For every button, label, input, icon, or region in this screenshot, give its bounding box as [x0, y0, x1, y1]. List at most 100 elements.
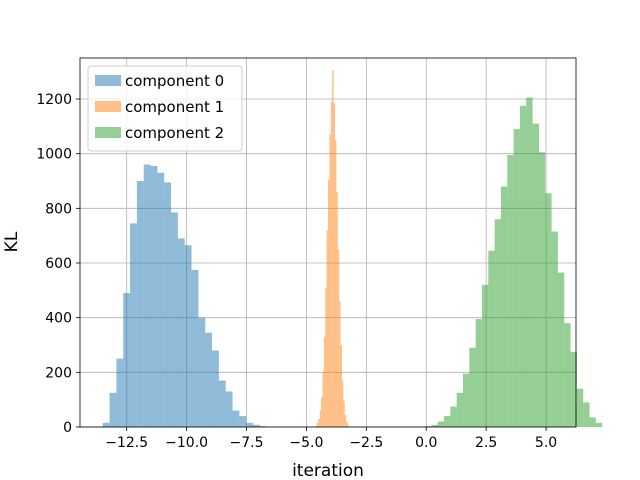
- histogram-bar-component-2: [494, 219, 501, 427]
- histogram-bar-component-2: [437, 421, 445, 427]
- y-tick-label: 1000: [36, 147, 72, 163]
- histogram-bar-component-1: [319, 410, 322, 427]
- histogram-bar-component-1: [341, 380, 344, 427]
- histogram-bar-component-2: [589, 417, 596, 427]
- histogram-bar-component-1: [325, 287, 327, 427]
- histogram-bar-component-0: [191, 269, 199, 427]
- histogram-bar-component-0: [130, 223, 137, 427]
- histogram-bar-component-1: [315, 425, 317, 427]
- y-tick-label: 400: [45, 311, 72, 327]
- legend-box: [87, 65, 243, 152]
- histogram-bar-component-1: [316, 422, 319, 427]
- histogram-bar-component-2: [532, 123, 539, 427]
- histogram-bar-component-1: [318, 418, 320, 427]
- legend-swatch: [95, 127, 121, 138]
- histogram-bar-component-2: [462, 373, 470, 427]
- histogram-bar-component-2: [481, 284, 489, 427]
- histogram-bar-component-0: [150, 165, 158, 427]
- x-tick-label: −2.5: [349, 435, 383, 451]
- histogram-bar-component-2: [519, 105, 527, 427]
- histogram-bar-component-2: [450, 406, 457, 427]
- histogram-bar-component-0: [177, 238, 185, 427]
- histogram-bar-component-1: [347, 424, 349, 427]
- legend-label: component 2: [125, 124, 224, 142]
- histogram-bar-component-2: [551, 231, 558, 427]
- histogram-bar-component-2: [595, 422, 603, 427]
- histogram-bar-component-1: [328, 179, 330, 427]
- histogram-bar-component-0: [253, 424, 260, 427]
- histogram-bar-component-1: [332, 70, 334, 428]
- histogram-bar-component-2: [557, 272, 565, 427]
- histogram-bar-component-2: [488, 250, 495, 427]
- x-tick-label: 0.0: [415, 435, 437, 451]
- histogram-bar-component-1: [333, 103, 335, 427]
- histogram-bar-component-2: [538, 152, 546, 428]
- histogram-bar-component-0: [225, 391, 233, 427]
- histogram-bar-component-2: [431, 424, 438, 427]
- histogram-bar-component-0: [212, 350, 219, 427]
- axes-layer: −12.5 −10.0 −7.5 −5.0 −2.5 0.0 2.5 5.0 0 200 400 60…: [36, 57, 577, 451]
- x-axis-label: iteration: [292, 461, 364, 480]
- histogram-bar-component-0: [218, 380, 226, 427]
- y-tick-label: 800: [45, 201, 72, 217]
- histogram-bar-component-2: [475, 319, 482, 427]
- histogram-bar-component-2: [583, 402, 590, 427]
- histogram-bar-component-1: [322, 372, 324, 427]
- histogram-bar-component-1: [346, 421, 348, 427]
- histogram-bar-component-1: [326, 230, 329, 427]
- y-tick-label: 1200: [36, 92, 72, 108]
- x-tick-label: 2.5: [475, 435, 497, 451]
- histogram-bar-component-0: [246, 422, 254, 427]
- histogram-bar-component-2: [513, 129, 520, 428]
- legend-swatch: [95, 75, 121, 86]
- histogram-bar-component-1: [330, 101, 333, 427]
- legend-swatch: [95, 101, 121, 112]
- histogram-bar-component-1: [339, 301, 341, 427]
- histogram-bar-component-2: [576, 388, 584, 427]
- histogram-bar-component-1: [340, 345, 342, 427]
- histogram-bar-component-1: [321, 396, 323, 427]
- histogram-bar-component-0: [198, 317, 206, 427]
- bars-layer: [102, 70, 603, 428]
- histogram-bar-component-1: [336, 191, 338, 427]
- histogram-bar-component-0: [232, 410, 240, 427]
- histogram-bar-component-0: [136, 181, 144, 427]
- legend-label: component 0: [125, 72, 224, 90]
- histogram-bar-component-0: [102, 422, 110, 427]
- histogram-bar-component-0: [205, 332, 213, 427]
- histogram-bar-component-2: [444, 416, 451, 427]
- histogram-bar-component-1: [344, 414, 347, 427]
- histogram-bar-component-0: [116, 358, 124, 427]
- histogram-bar-component-1: [337, 249, 340, 427]
- histogram-bar-component-0: [143, 164, 151, 427]
- y-tick-label: 600: [45, 256, 72, 272]
- histogram-bar-component-1: [334, 140, 337, 427]
- x-tick-label: −7.5: [230, 435, 264, 451]
- histogram-bar-component-2: [469, 347, 476, 427]
- histogram-bar-component-1: [329, 134, 331, 428]
- histogram-bar-component-0: [164, 182, 172, 427]
- histogram-bar-component-2: [425, 426, 432, 427]
- histogram-bar-component-0: [157, 172, 165, 427]
- legend: component 0 component 1 component 2: [87, 65, 243, 152]
- histogram-bar-component-2: [570, 351, 577, 427]
- y-tick-label: 0: [63, 420, 72, 436]
- histogram-bar-component-0: [259, 426, 267, 427]
- plot-frame: [79, 57, 577, 428]
- x-tick-label: −5.0: [289, 435, 323, 451]
- histogram-bar-component-2: [526, 97, 533, 427]
- legend-label: component 1: [125, 98, 224, 116]
- x-tick-label: 5.0: [535, 435, 557, 451]
- histogram-bar-component-2: [545, 193, 552, 427]
- histogram-bar-component-1: [323, 336, 326, 427]
- x-tick-label: −10.0: [165, 435, 208, 451]
- histogram-bar-component-0: [239, 416, 247, 427]
- histogram-bar-component-0: [171, 212, 178, 427]
- histogram-bar-component-2: [564, 323, 571, 427]
- x-tick-label: −12.5: [105, 435, 148, 451]
- histogram-bar-component-1: [343, 401, 345, 427]
- histogram-bar-component-0: [184, 245, 192, 427]
- histogram-bar-component-2: [507, 155, 514, 428]
- histogram-bar-component-0: [109, 392, 117, 427]
